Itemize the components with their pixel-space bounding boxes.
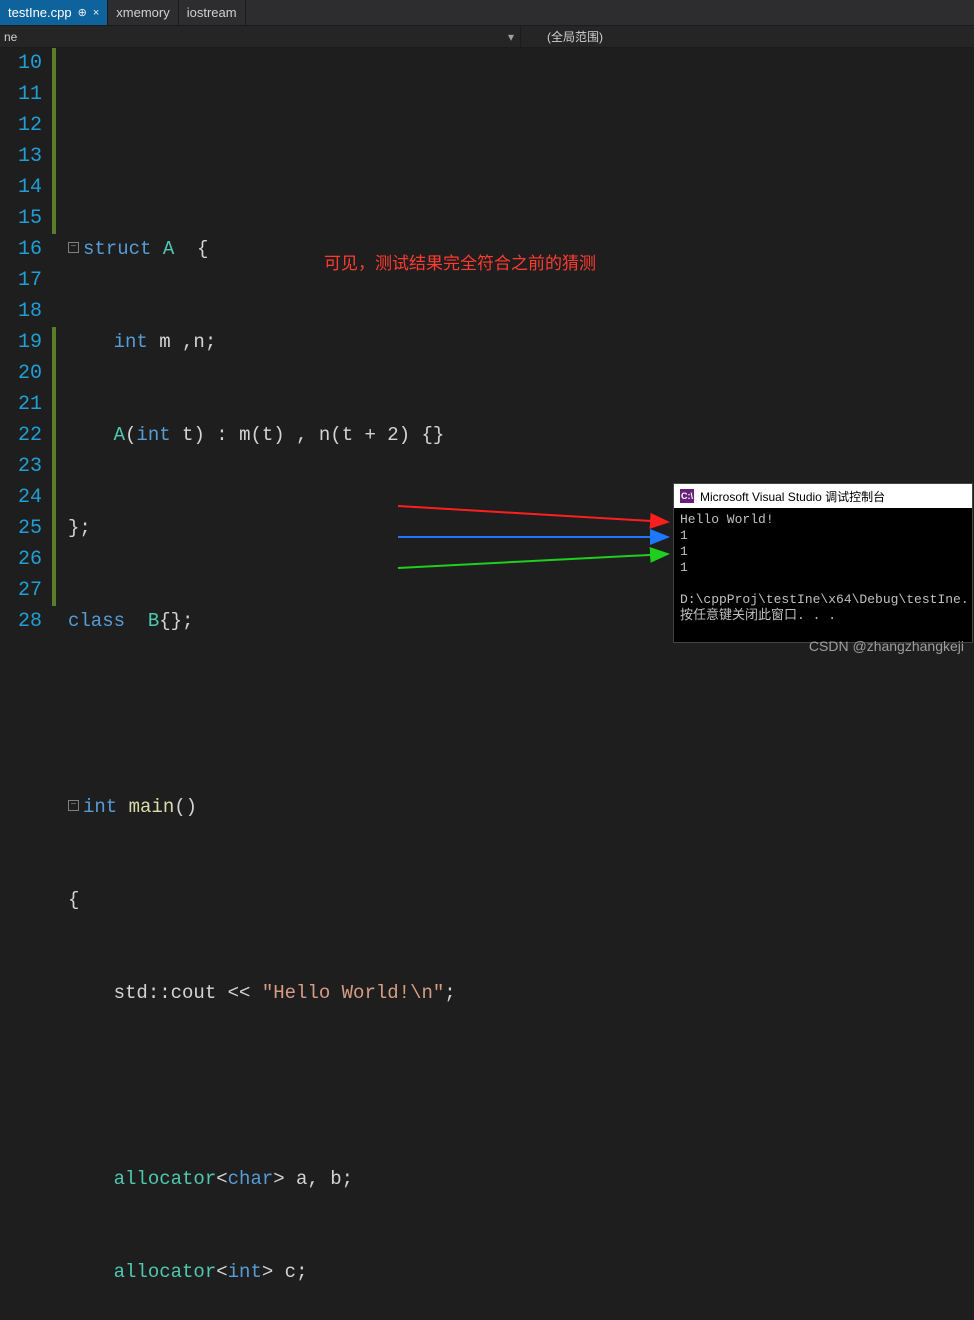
code-line: allocator<int> c; [68,1257,974,1288]
code-line: −int main() [68,792,974,823]
tab-label: iostream [187,5,237,20]
console-titlebar[interactable]: C:\ Microsoft Visual Studio 调试控制台 [674,484,972,508]
debug-console-window[interactable]: C:\ Microsoft Visual Studio 调试控制台 Hello … [674,484,972,642]
line-number-gutter: 10111213141516171819202122232425262728 [0,48,52,660]
code-line: { [68,885,974,916]
close-icon[interactable]: × [93,7,99,19]
code-line: std::cout << "Hello World!\n"; [68,978,974,1009]
tab-testine[interactable]: testIne.cpp ⊕ × [0,0,108,25]
fold-icon[interactable]: − [68,242,79,253]
scope-left-label: ne [4,30,17,44]
tab-bar: testIne.cpp ⊕ × xmemory iostream [0,0,974,26]
code-line [68,699,974,730]
code-line: allocator<char> a, b; [68,1164,974,1195]
change-marker-column [52,48,66,660]
tab-label: xmemory [116,5,169,20]
pin-icon[interactable]: ⊕ [78,6,87,19]
code-line: A(int t) : m(t) , n(t + 2) {} [68,420,974,451]
console-body: Hello World! 1 1 1 D:\cppProj\testIne\x6… [674,508,972,628]
tab-label: testIne.cpp [8,5,72,20]
scope-bar: ne ▾ (全局范围) [0,26,974,48]
console-icon: C:\ [680,489,694,503]
watermark: CSDN @zhangzhangkeji [809,638,964,654]
scope-right-dropdown[interactable]: (全局范围) [521,28,603,45]
fold-icon[interactable]: − [68,800,79,811]
console-title: Microsoft Visual Studio 调试控制台 [700,488,885,505]
scope-left-dropdown[interactable]: ne ▾ [0,30,520,44]
code-line [68,1071,974,1102]
chevron-down-icon: ▾ [508,30,520,44]
code-line: int m ,n; [68,327,974,358]
scope-right-label: (全局范围) [547,30,603,44]
tab-xmemory[interactable]: xmemory [108,0,178,25]
tab-iostream[interactable]: iostream [179,0,246,25]
annotation-text: 可见，测试结果完全符合之前的猜测 [324,248,596,279]
